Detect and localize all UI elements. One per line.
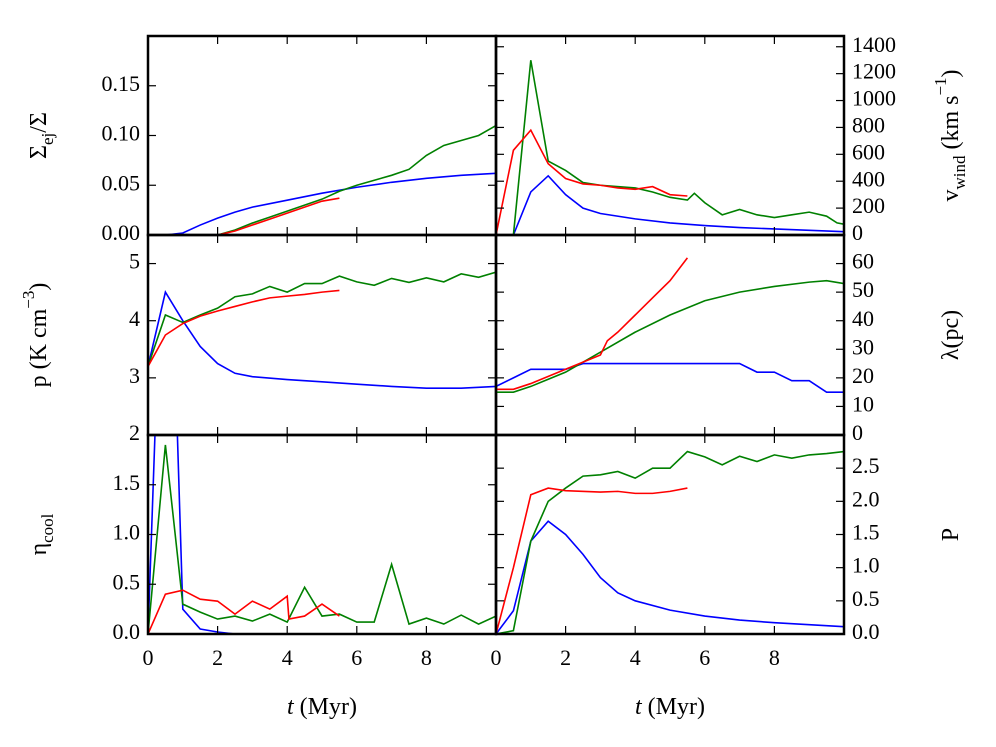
y-axis-label-part: p [26,375,52,387]
x-axis-label-part: t [287,694,295,720]
data-line [148,589,340,634]
data-line [496,487,688,634]
panel-frame [494,233,846,437]
x-tick-label: 0 [143,645,154,670]
y-tick-label: 0.0 [113,619,141,644]
y-tick-label: 0.0 [852,619,880,644]
data-line [217,124,496,235]
y-tick-label: 0.5 [113,569,141,594]
y-axis-label-part: (pc) [938,310,964,349]
data-line [496,450,844,634]
data-line [496,520,844,634]
y-axis-label-part: Σ [26,145,52,159]
x-tick-label: 4 [630,645,641,670]
y-tick-label: 3 [129,363,140,388]
y-axis-label-part: wind [950,155,969,190]
y-tick-label: 1.5 [852,520,880,545]
panel-frame [146,233,498,437]
y-axis-label: p (K cm−3) [19,283,51,388]
data-line [148,444,496,634]
y-tick-label: 10 [852,391,874,416]
y-axis-label-part: P [938,528,964,541]
y-axis-label-part: (km s [938,96,964,156]
x-tick-label: 8 [421,645,432,670]
x-tick-label: 6 [699,645,710,670]
y-tick-label: 1.0 [852,553,880,578]
data-line [496,257,689,391]
y-axis-label: vwind (km s−1) [931,69,969,201]
y-tick-label: 0.15 [102,71,141,96]
y-tick-label: 2.0 [852,486,880,511]
y-axis-label-part: η [26,543,52,556]
y-axis-label-part: ej [38,133,57,145]
y-axis-label-part: −3 [19,291,38,309]
y-tick-label: 600 [852,139,885,164]
panel-frame [494,433,846,636]
y-tick-label: 200 [852,193,885,218]
y-axis-label-part: v [938,190,964,202]
y-tick-label: 1400 [852,32,896,57]
data-line [496,279,844,393]
y-axis-label: λ(pc) [938,310,964,360]
data-line [148,271,496,367]
x-tick-label: 4 [282,645,293,670]
y-tick-label: 1000 [852,86,896,111]
y-tick-label: 0.00 [102,220,141,245]
y-tick-label: 0 [852,420,863,445]
y-axis-label-part: cool [38,513,57,543]
x-tick-label: 2 [212,645,223,670]
y-tick-label: 5 [129,249,140,274]
y-tick-label: 2 [129,420,140,445]
y-tick-label: 800 [852,112,885,137]
data-line [496,174,844,235]
y-axis-label-part: λ [938,348,964,360]
y-tick-label: 20 [852,363,874,388]
x-tick-label: 8 [769,645,780,670]
data-line [217,197,340,235]
y-axis-label: P [938,528,964,541]
data-line [148,289,340,367]
y-tick-label: 0.5 [852,586,880,611]
y-tick-label: 0.10 [102,121,141,146]
x-axis-label-part: t [635,694,643,720]
y-tick-label: 50 [852,277,874,302]
y-tick-label: 1200 [852,59,896,84]
y-axis-label-part: /Σ [26,112,52,133]
x-tick-label: 6 [351,645,362,670]
y-tick-label: 1.0 [113,520,141,545]
data-line [496,362,844,393]
x-axis-label-part: (Myr) [294,694,357,720]
panel-frame [146,34,498,237]
y-tick-label: 30 [852,334,874,359]
data-line [148,290,496,389]
panel-frame [494,34,846,237]
y-axis-label-part: ) [938,69,964,77]
y-tick-label: 40 [852,306,874,331]
y-axis-label-part: ) [26,283,52,291]
y-axis-label: Σej/Σ [26,112,58,159]
y-tick-label: 1.5 [113,470,141,495]
y-axis-label-part: −1 [931,77,950,95]
y-tick-label: 0.05 [102,170,141,195]
y-tick-label: 60 [852,249,874,274]
x-axis-label-part: (Myr) [642,694,705,720]
x-axis-label: t (Myr) [635,694,705,720]
data-line [512,60,844,235]
x-tick-label: 0 [491,645,502,670]
x-axis-label: t (Myr) [287,694,357,720]
y-tick-label: 0 [852,220,863,245]
y-tick-label: 4 [129,306,140,331]
y-tick-label: 400 [852,166,885,191]
y-axis-label: ηcool [26,513,58,555]
data-line [148,172,496,235]
y-tick-label: 2.5 [852,453,880,478]
y-axis-label-part: (K cm [26,308,52,375]
x-tick-label: 2 [560,645,571,670]
data-line [496,128,688,235]
